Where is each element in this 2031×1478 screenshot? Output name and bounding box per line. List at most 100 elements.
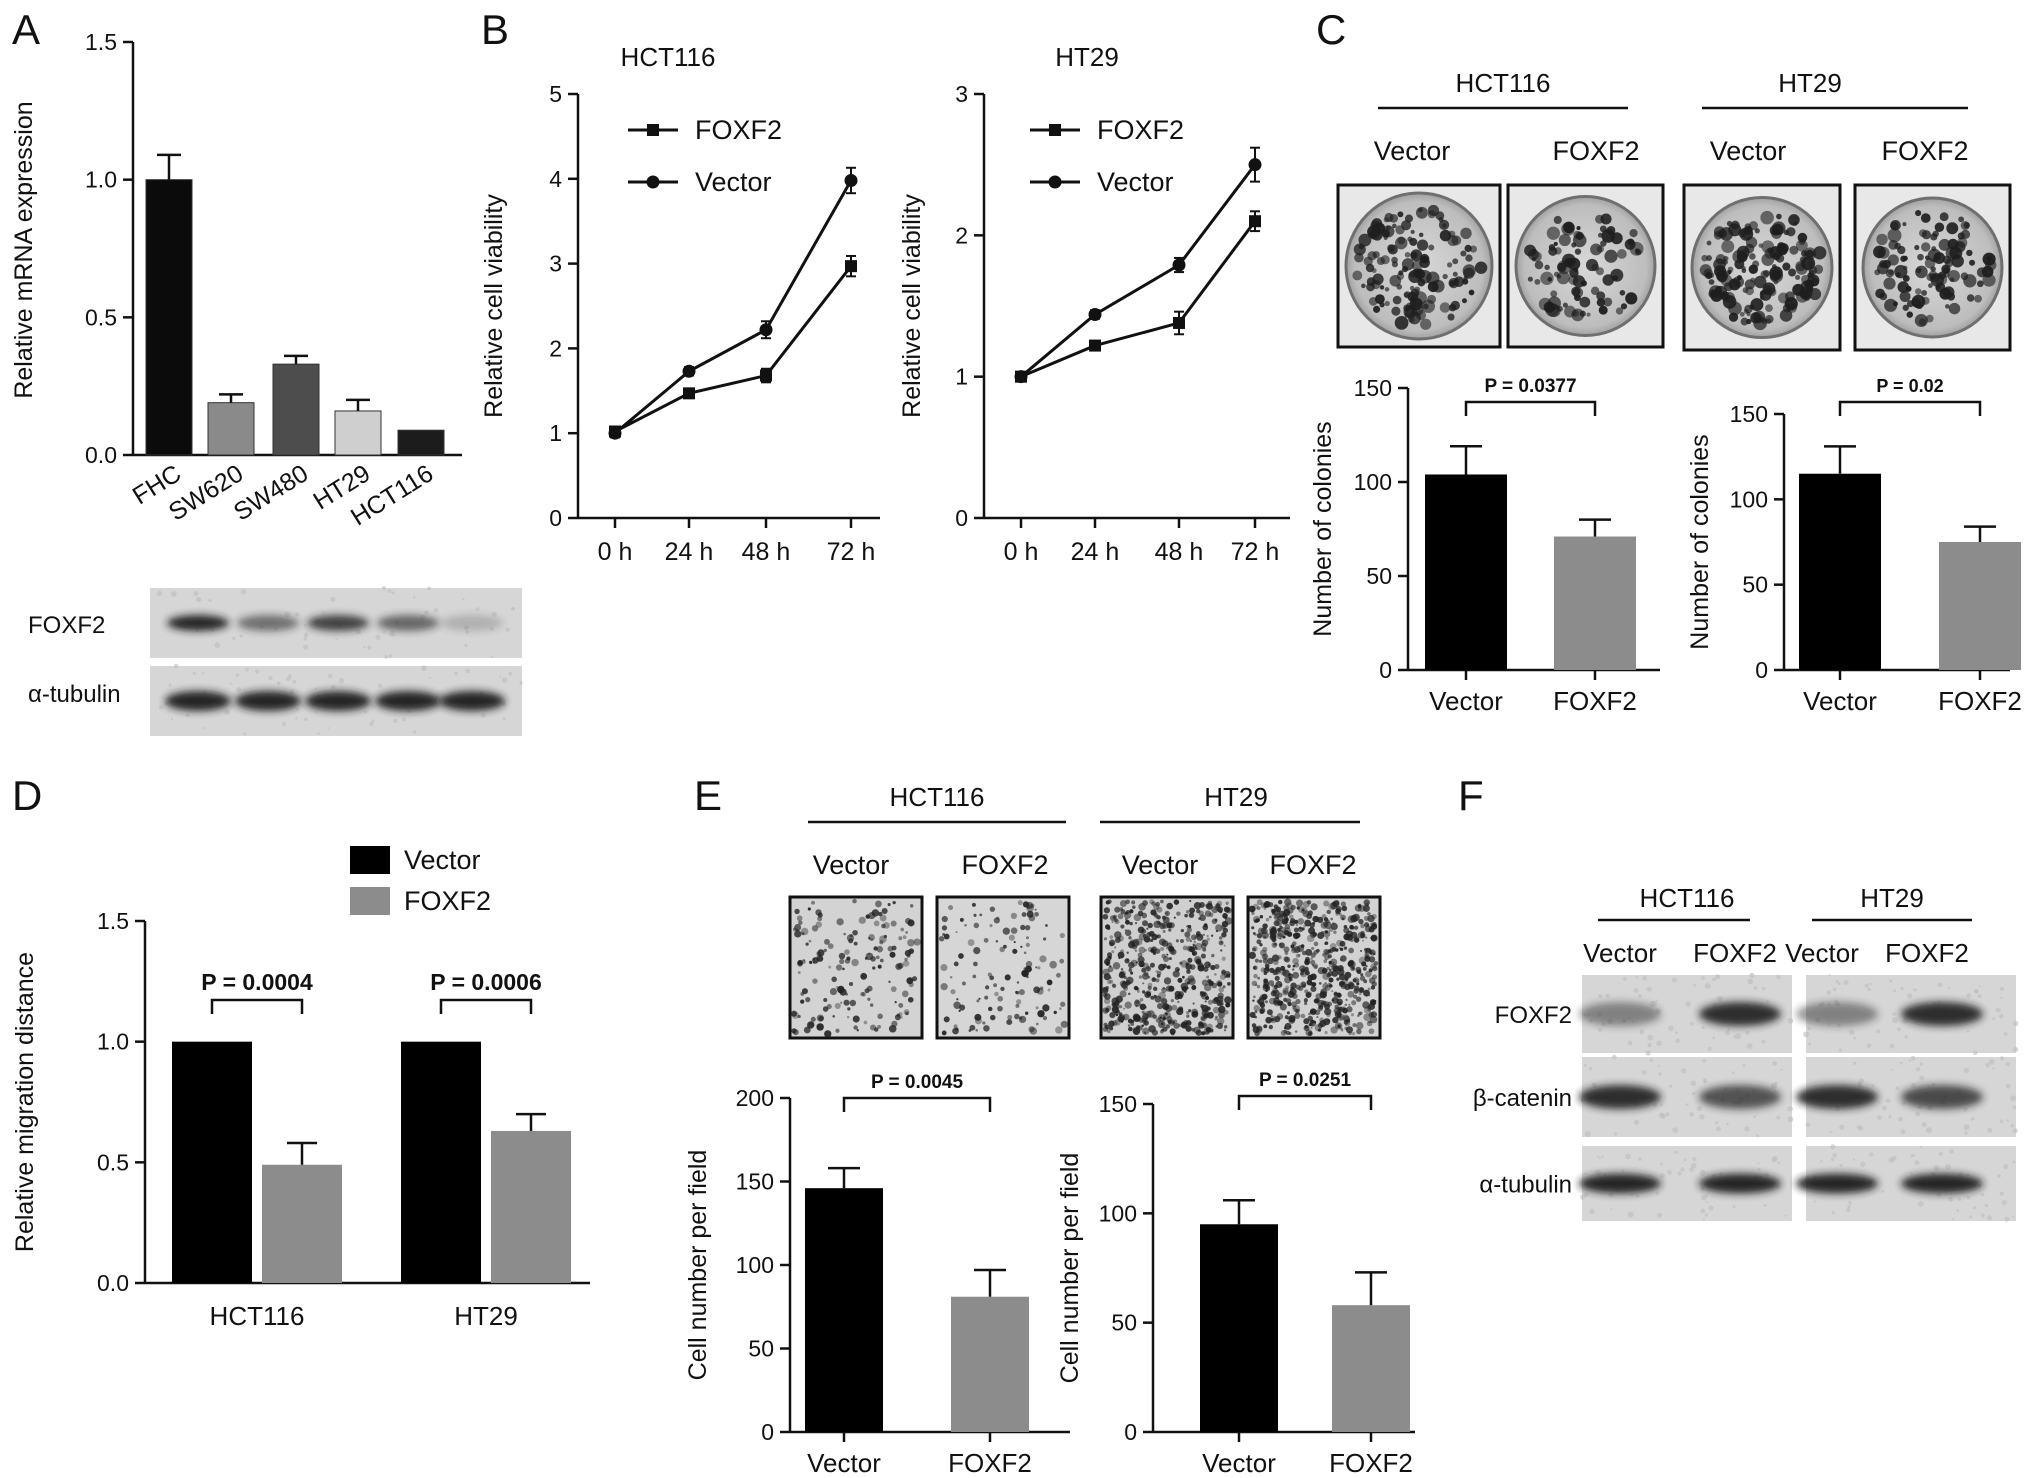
cell-dot xyxy=(865,952,874,961)
cell-dot xyxy=(1326,972,1332,978)
cell-dot xyxy=(879,914,887,922)
colony-dot xyxy=(1369,227,1383,241)
cell-dot xyxy=(897,962,904,969)
cell-dot xyxy=(1254,933,1257,936)
cell-dot xyxy=(1249,1011,1256,1018)
cell-dot xyxy=(1341,905,1348,912)
colony-dot xyxy=(1468,289,1475,296)
blot-noise xyxy=(1974,989,1978,993)
cell-dot xyxy=(1171,1004,1178,1011)
blot-noise xyxy=(322,611,325,614)
cell-dot xyxy=(1286,1011,1290,1015)
blot-noise xyxy=(2012,1105,2017,1110)
cell-dot xyxy=(1151,901,1156,906)
bar-vector xyxy=(1425,474,1507,670)
cell-dot xyxy=(1358,1011,1362,1016)
blot-noise xyxy=(1766,1000,1769,1003)
cell-dot xyxy=(1225,901,1229,905)
blot-noise xyxy=(1595,1169,1601,1176)
cell-dot xyxy=(1160,1022,1164,1026)
cell-dot xyxy=(1357,931,1365,939)
blot-noise xyxy=(1591,1082,1597,1088)
cell-dot xyxy=(989,975,995,981)
cell-dot xyxy=(1160,998,1168,1005)
cell-dot xyxy=(1301,927,1305,931)
cell-dot xyxy=(1146,927,1149,930)
colony-dot xyxy=(1765,304,1773,312)
blot-noise xyxy=(391,591,395,595)
cell-dot xyxy=(1129,921,1133,926)
cell-dot xyxy=(1282,987,1289,994)
cell-dot xyxy=(1043,937,1047,941)
cell-dot xyxy=(1337,1001,1342,1006)
cell-dot xyxy=(974,1017,982,1025)
blot-noise xyxy=(1839,1163,1843,1168)
colony-dot xyxy=(1801,250,1808,257)
blot-noise xyxy=(1972,1206,1976,1210)
colony-dot xyxy=(1875,288,1885,299)
cell-dot xyxy=(1144,991,1152,999)
cell-dot xyxy=(1126,951,1129,954)
cell-dot xyxy=(1350,966,1356,971)
cell-dot xyxy=(1153,994,1156,997)
cell-dot xyxy=(1347,990,1355,998)
blot-noise xyxy=(1627,1211,1634,1218)
blot-noise xyxy=(1646,986,1652,992)
cell-dot xyxy=(996,916,1000,920)
cell-dot xyxy=(940,982,948,991)
cell-dot xyxy=(802,959,806,962)
blot-noise xyxy=(1657,1064,1661,1068)
cell-dot xyxy=(1138,903,1146,911)
colony-dot xyxy=(1714,285,1723,294)
y-tick-label: 2 xyxy=(549,335,562,361)
cell-dot xyxy=(1308,1012,1311,1016)
cell-dot xyxy=(1310,957,1313,960)
cell-dot xyxy=(801,932,805,936)
cell-dot xyxy=(1317,1028,1322,1032)
cell-dot xyxy=(1214,964,1220,970)
cell-dot xyxy=(1137,910,1144,917)
marker-vector xyxy=(608,426,622,440)
cell-dot xyxy=(907,996,914,1003)
cell-dot xyxy=(1275,966,1281,973)
cell-dot xyxy=(1368,968,1373,973)
blot-noise xyxy=(1980,1193,1985,1197)
blot-noise xyxy=(241,589,247,595)
cell-dot xyxy=(1159,1016,1162,1019)
cell-dot xyxy=(1112,983,1117,989)
blot-noise xyxy=(1771,1084,1776,1089)
cell-dot xyxy=(1120,924,1125,929)
colony-dot xyxy=(1579,310,1586,317)
y-axis-label: Relative mRNA expression xyxy=(10,101,38,398)
blot-noise xyxy=(1936,1192,1942,1198)
cell-dot xyxy=(1283,946,1290,953)
cell-dot xyxy=(1166,953,1169,956)
cell-dot xyxy=(1211,906,1219,914)
blot-noise xyxy=(1777,1161,1781,1165)
chart-title: HT29 xyxy=(1055,42,1119,72)
cell-dot xyxy=(1326,1012,1331,1018)
blot-noise xyxy=(1735,1033,1742,1040)
blot-band xyxy=(441,615,503,631)
cell-dot xyxy=(1319,1017,1325,1023)
colony-dot xyxy=(1550,290,1558,298)
blot-noise xyxy=(1763,1204,1767,1207)
blot-noise xyxy=(2005,1083,2011,1089)
cell-dot xyxy=(823,998,828,1003)
cell-dot xyxy=(1280,965,1286,971)
marker-vector xyxy=(682,364,696,378)
colony-dot xyxy=(1883,277,1896,290)
cell-dot xyxy=(852,929,858,936)
blot-noise xyxy=(1947,986,1950,990)
colony-dot xyxy=(1701,254,1708,262)
blot-noise xyxy=(1658,1072,1662,1076)
cell-dot xyxy=(1209,1028,1214,1033)
blot-noise xyxy=(375,634,381,640)
cell-dot xyxy=(913,938,921,946)
cell-dot xyxy=(1265,1016,1272,1024)
blot-noise xyxy=(288,674,292,678)
cell-dot xyxy=(843,999,850,1006)
blot-noise xyxy=(1708,1205,1714,1211)
blot-noise xyxy=(1623,977,1627,981)
blot-noise xyxy=(1715,1121,1719,1125)
